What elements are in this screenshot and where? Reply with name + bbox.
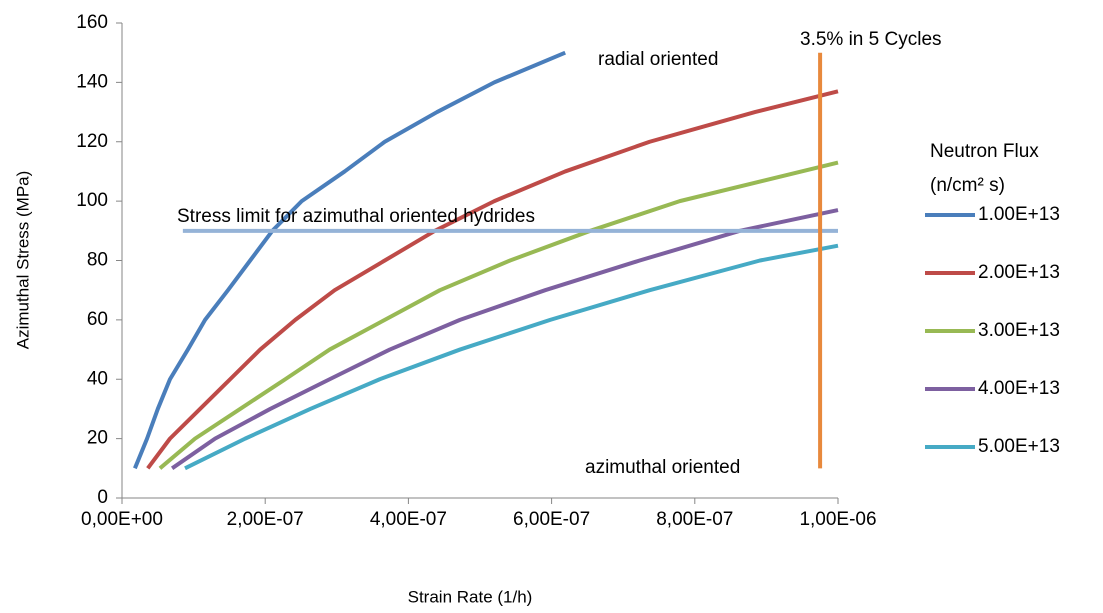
y-tick-label: 80 (87, 250, 108, 271)
legend-title: (n/cm² s) (930, 175, 1005, 196)
x-tick-label: 2,00E-07 (227, 509, 304, 530)
x-tick-label: 1,00E-06 (799, 509, 876, 530)
series-line (133, 50, 566, 470)
y-tick-label: 160 (76, 12, 108, 33)
x-tick-label: 8,00E-07 (656, 509, 733, 530)
y-tick-label: 140 (76, 71, 108, 92)
x-tick-label: 6,00E-07 (513, 509, 590, 530)
annotation: azimuthal oriented (585, 457, 740, 478)
series-line (170, 208, 839, 470)
x-tick-label: 0,00E+00 (81, 509, 163, 530)
y-tick-label: 120 (76, 131, 108, 152)
y-tick-label: 40 (87, 368, 108, 389)
legend-label: 3.00E+13 (978, 320, 1060, 341)
y-axis-title: Azimuthal Stress (MPa) (13, 171, 32, 350)
reference-label: 3.5% in 5 Cycles (800, 29, 942, 50)
series-line (158, 160, 839, 470)
reference-label: Stress limit for azimuthal oriented hydr… (177, 206, 535, 227)
x-axis-title: Strain Rate (1/h) (408, 587, 533, 606)
legend-label: 4.00E+13 (978, 378, 1060, 399)
legend-label: 2.00E+13 (978, 262, 1060, 283)
legend-label: 5.00E+13 (978, 436, 1060, 457)
annotation: radial oriented (598, 49, 718, 70)
x-tick-label: 4,00E-07 (370, 509, 447, 530)
series-line (146, 89, 839, 470)
legend-label: 1.00E+13 (978, 204, 1060, 225)
y-tick-label: 0 (97, 487, 108, 508)
y-tick-label: 20 (87, 428, 108, 449)
y-tick-label: 60 (87, 309, 108, 330)
series-line (184, 243, 839, 471)
y-tick-label: 100 (76, 190, 108, 211)
legend-title: Neutron Flux (930, 141, 1039, 162)
